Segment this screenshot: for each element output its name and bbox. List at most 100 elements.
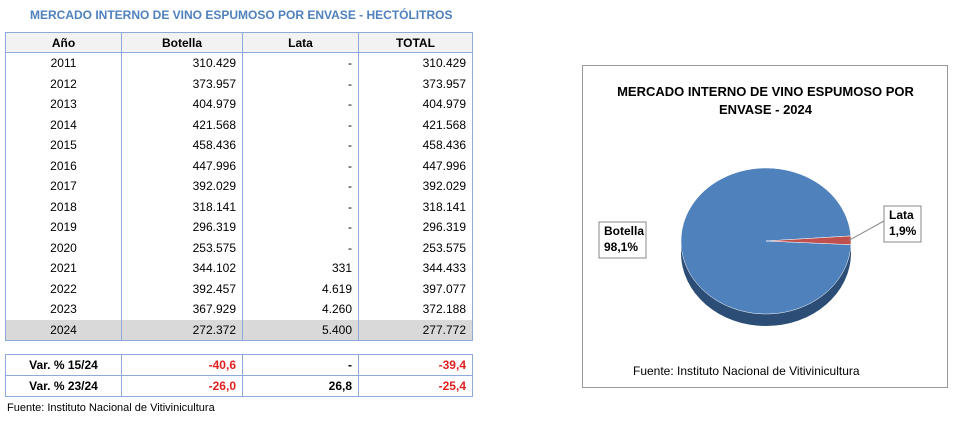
cell: 272.372: [121, 319, 243, 341]
table-title: MERCADO INTERNO DE VINO ESPUMOSO POR ENV…: [30, 8, 453, 22]
cell: -40,6: [121, 354, 243, 376]
cell: -: [242, 354, 359, 376]
cell: 318.141: [121, 196, 243, 217]
cell: -: [242, 155, 359, 176]
row: Año Botella Lata TOTAL: [5, 32, 473, 53]
row: 2022 392.457 4.619 397.077: [5, 278, 473, 299]
column-header: Botella: [121, 32, 243, 53]
row: 2012 373.957-373.957: [5, 73, 473, 94]
cell: 2023: [5, 299, 122, 320]
cell: 5.400: [242, 319, 359, 341]
column-header: Lata: [242, 32, 359, 53]
cell: 2020: [5, 237, 122, 258]
cell: 296.319: [121, 217, 243, 238]
cell: 372.188: [358, 299, 473, 320]
cell: 296.319: [358, 217, 473, 238]
chart-box: Botella 98,1% Lata 1,9% MERCADO INTERNO DE …: [582, 65, 948, 388]
leader-line: [848, 220, 885, 241]
chart-title: MERCADO INTERNO DE VINO ESPUMOSO POR ENV…: [617, 84, 914, 117]
cell: 421.568: [358, 114, 473, 135]
label-box: [598, 221, 647, 259]
cell: -: [242, 73, 359, 94]
cell: 373.957: [121, 73, 243, 94]
cell: 392.457: [121, 278, 243, 299]
data-table: Año Botella Lata TOTAL 2011 310.429-310.429 20…: [5, 32, 473, 341]
row: 2011 310.429-310.429: [5, 52, 473, 74]
column-header: TOTAL: [358, 32, 473, 53]
cell: 277.772: [358, 319, 473, 341]
label-box: [883, 205, 922, 243]
cell: 2021: [5, 258, 122, 279]
cell: -26,0: [121, 375, 243, 397]
cell: -: [242, 237, 359, 258]
source: Fuente: Instituto Nacional de Vitivinicu…: [7, 402, 215, 414]
cell: 2017: [5, 176, 122, 197]
row: 2018 318.141-318.141: [5, 196, 473, 217]
cell: -: [242, 176, 359, 197]
cell: 2013: [5, 94, 122, 115]
cell: 447.996: [121, 155, 243, 176]
cell: 310.429: [121, 52, 243, 74]
row: 2014 421.568-421.568: [5, 114, 473, 135]
cell: 344.102: [121, 258, 243, 279]
cell: -25,4: [358, 375, 473, 397]
cell: 2024: [5, 319, 122, 341]
row: 2020 253.575-253.575: [5, 237, 473, 258]
row: Var. % 15/24 -40,6- -39,4: [5, 354, 473, 376]
cell: 310.429: [358, 52, 473, 74]
cell: 253.575: [121, 237, 243, 258]
cell: 2014: [5, 114, 122, 135]
cell: 331: [242, 258, 359, 279]
cell: 404.979: [358, 94, 473, 115]
chart-source: Fuente: Instituto Nacional de Vitivinicu…: [633, 364, 860, 378]
cell: -: [242, 217, 359, 238]
category-label: Lata: [889, 208, 914, 222]
cell: 318.141: [358, 196, 473, 217]
row: 2024 272.372 5.400 277.772: [5, 319, 473, 341]
cell: 4.619: [242, 278, 359, 299]
cell: -: [242, 52, 359, 74]
row: 2023 367.929 4.260 372.188: [5, 299, 473, 320]
cell: 397.077: [358, 278, 473, 299]
row: 2013 404.979-404.979: [5, 94, 473, 115]
row: 2016 447.996-447.996: [5, 155, 473, 176]
cell: 253.575: [358, 237, 473, 258]
row: 2019 296.319-296.319: [5, 217, 473, 238]
cell: 392.029: [358, 176, 473, 197]
cell: 2022: [5, 278, 122, 299]
cell: 2011: [5, 52, 122, 74]
row: Var. % 23/24 -26,0 26,8 -25,4: [5, 375, 473, 397]
cell: -: [242, 114, 359, 135]
cell: 367.929: [121, 299, 243, 320]
cell: 2015: [5, 135, 122, 156]
cell: 392.029: [121, 176, 243, 197]
column-header: Año: [5, 32, 122, 53]
variation-table: Var. % 15/24 -40,6- -39,4 Var. % 23/24 -26,0…: [5, 354, 473, 397]
value-label: 1,9%: [889, 224, 917, 238]
value-label: 98,1%: [604, 240, 638, 254]
cell: -39,4: [358, 354, 473, 376]
cell: -: [242, 135, 359, 156]
row: 2017 392.029-392.029: [5, 176, 473, 197]
cell: 4.260: [242, 299, 359, 320]
category-label: Botella: [604, 224, 644, 238]
cell: 2012: [5, 73, 122, 94]
row: 2015 458.436-458.436: [5, 135, 473, 156]
cell: 344.433: [358, 258, 473, 279]
cell: 2018: [5, 196, 122, 217]
cell: 373.957: [358, 73, 473, 94]
cell: 2016: [5, 155, 122, 176]
cell: -: [242, 196, 359, 217]
row: 2021 344.102 331 344.433: [5, 258, 473, 279]
cell: 458.436: [121, 135, 243, 156]
pie-slice: [680, 167, 852, 315]
cell: 2019: [5, 217, 122, 238]
chart: Botella 98,1% Lata 1,9%: [598, 167, 922, 326]
cell: 421.568: [121, 114, 243, 135]
cell: 26,8: [242, 375, 359, 397]
cell: Var. % 15/24: [5, 354, 122, 376]
pie-slice: [765, 235, 852, 245]
cell: Var. % 23/24: [5, 375, 122, 397]
cell: -: [242, 94, 359, 115]
